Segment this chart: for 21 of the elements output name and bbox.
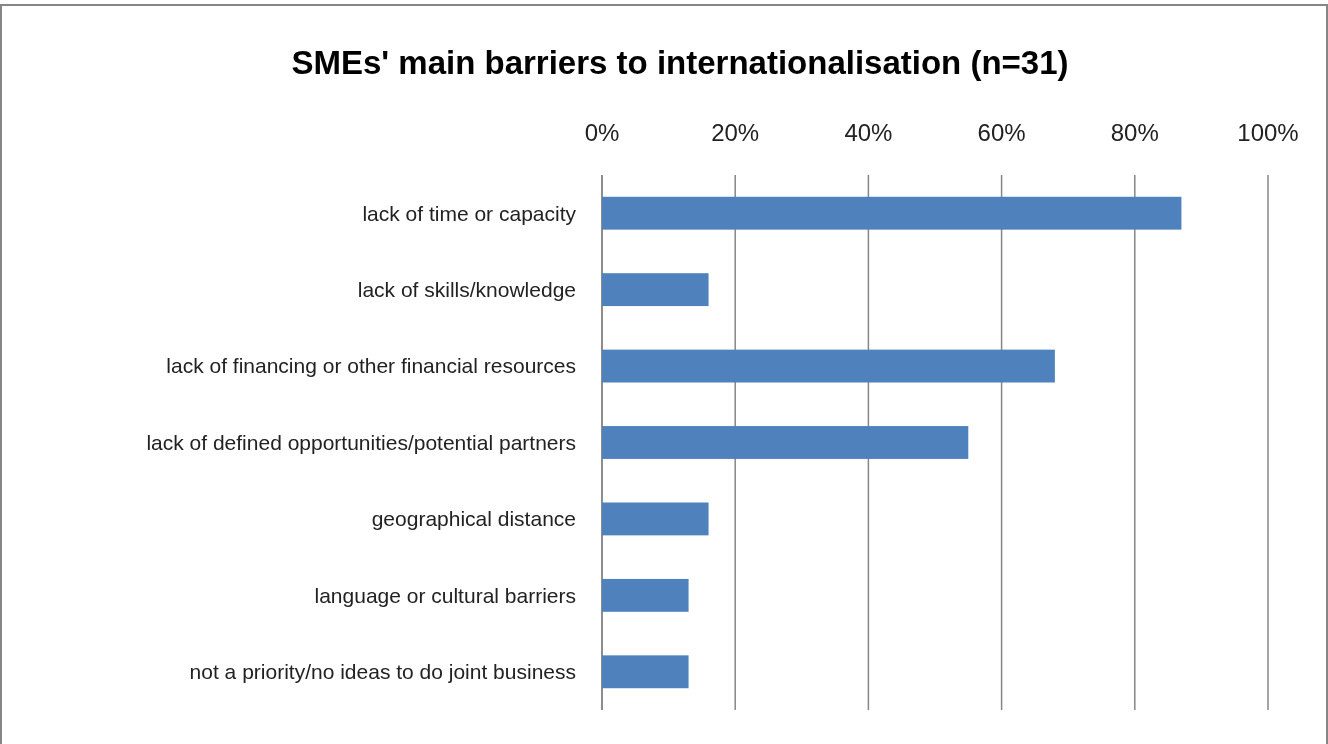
- y-tick-label: lack of skills/knowledge: [357, 277, 576, 301]
- bar: [602, 655, 689, 689]
- y-tick-label: lack of time or capacity: [362, 201, 577, 225]
- x-tick-label: 0%: [584, 119, 620, 146]
- bar: [602, 349, 1055, 383]
- x-tick-label: 40%: [844, 119, 893, 146]
- x-tick-label: 20%: [711, 119, 760, 146]
- bar: [602, 196, 1182, 230]
- y-tick-label: lack of defined opportunities/potential partners: [146, 430, 576, 454]
- y-tick-label: lack of financing or other financial resources: [166, 354, 576, 378]
- y-tick-label: language or cultural barriers: [314, 583, 576, 607]
- bar: [602, 426, 969, 459]
- x-tick-label: 100%: [1237, 119, 1299, 146]
- bar: [602, 273, 709, 307]
- bar: [602, 502, 709, 536]
- x-tick-label: 60%: [977, 119, 1026, 146]
- y-tick-label: geographical distance: [371, 507, 576, 531]
- x-tick-label: 80%: [1110, 119, 1159, 146]
- chart-title: SMEs' main barriers to internationalisation (n=31): [291, 44, 1069, 81]
- y-tick-label: not a priority/no ideas to do joint business: [189, 660, 576, 684]
- bar: [602, 578, 689, 612]
